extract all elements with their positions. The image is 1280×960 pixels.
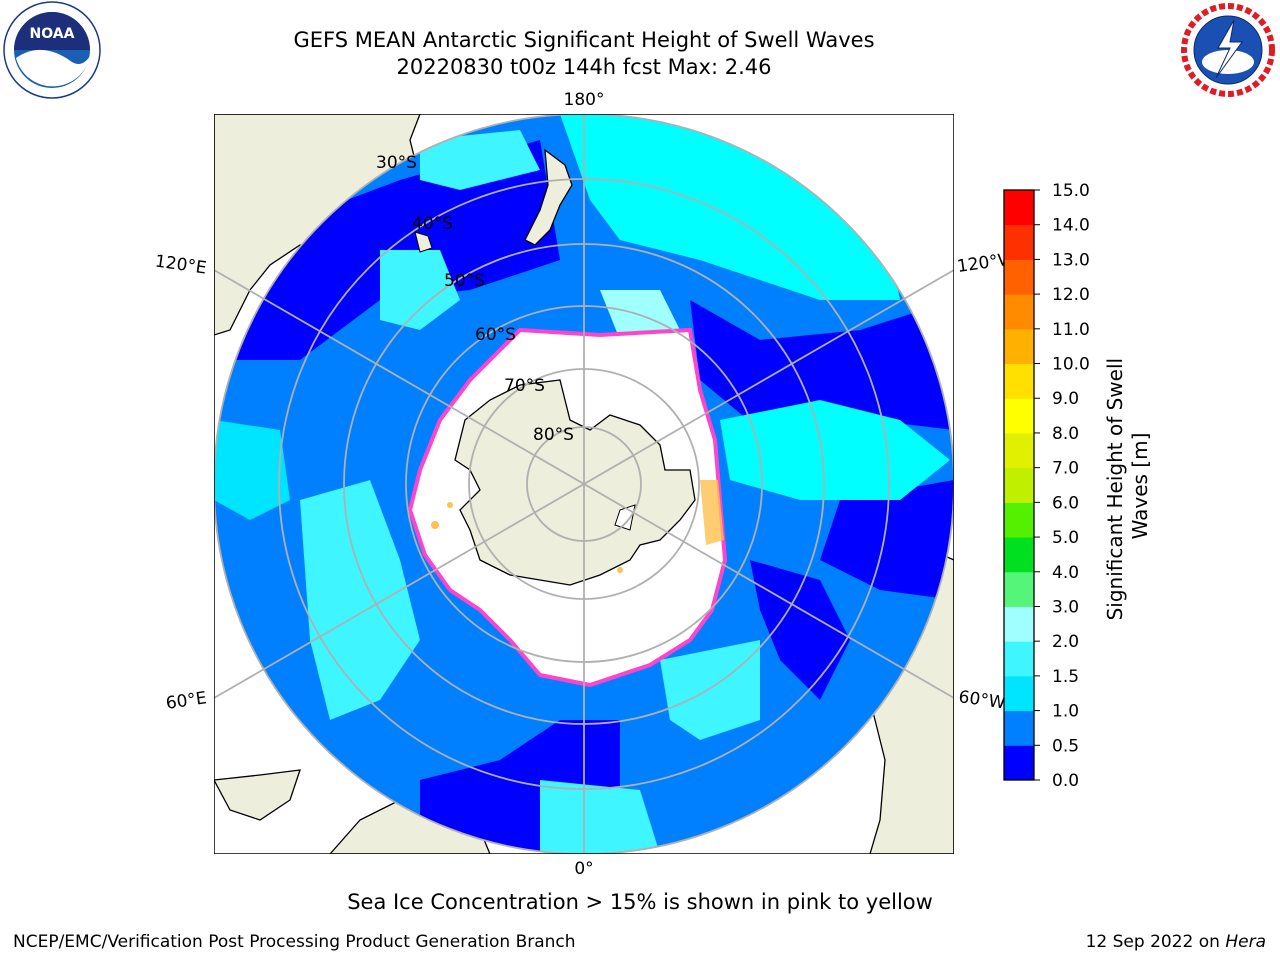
colorbar-tick-label: 2.0 xyxy=(1052,632,1079,652)
noaa-logo-text: NOAA xyxy=(30,26,75,42)
colorbar-label: Significant Height of Swell Waves [m] xyxy=(1103,352,1152,621)
colorbar-segment xyxy=(1004,467,1034,503)
lat-label-70s: 70°S xyxy=(504,376,545,396)
lon-label-120e: 120°E xyxy=(154,252,208,279)
colorbar-frame xyxy=(1003,189,1035,781)
antarctica-land xyxy=(454,379,696,586)
colorbar-segment xyxy=(1004,710,1034,746)
lon-label-0: 0° xyxy=(574,859,593,879)
footer-date: 12 Sep 2022 on Hera xyxy=(1086,932,1266,952)
colorbar-segment xyxy=(1004,641,1034,677)
colorbar-tick-label: 3.0 xyxy=(1052,597,1079,617)
colorbar-segment xyxy=(1004,675,1034,712)
nws-logo-icon xyxy=(1180,2,1276,98)
colorbar-tick-label: 12.0 xyxy=(1052,285,1090,305)
colorbar-label-line2: Waves [m] xyxy=(1128,433,1152,540)
colorbar-tick-label: 1.5 xyxy=(1052,667,1079,687)
footer-machine: Hera xyxy=(1225,932,1266,952)
colorbar-segment xyxy=(1004,606,1034,642)
footer-date-text: 12 Sep 2022 on xyxy=(1085,932,1226,952)
lon-label-60w: 60°W xyxy=(957,687,1006,713)
lat-label-60s: 60°S xyxy=(475,325,516,345)
graticule xyxy=(214,114,954,854)
colorbar-tick-label: 15.0 xyxy=(1052,181,1090,201)
colorbar-label-line1: Significant Height of Swell xyxy=(1103,358,1127,620)
sea-ice-note: Sea Ice Concentration > 15% is shown in … xyxy=(347,890,933,914)
colorbar-segment xyxy=(1004,745,1034,781)
noaa-logo-icon: NOAA xyxy=(3,1,101,99)
colorbar-segment xyxy=(1004,571,1034,607)
colorbar-segment xyxy=(1004,537,1034,573)
colorbar-tick-label: 5.0 xyxy=(1052,528,1079,548)
lat-label-40s: 40°S xyxy=(412,214,453,234)
colorbar-segment xyxy=(1004,502,1034,538)
colorbar-segment xyxy=(1004,224,1034,260)
footer-branch: NCEP/EMC/Verification Post Processing Pr… xyxy=(13,932,576,952)
new-zealand-land xyxy=(524,148,573,246)
colorbar-tick-label: 0.5 xyxy=(1052,736,1079,756)
colorbar-tick-label: 1.0 xyxy=(1052,702,1079,722)
colorbar-segment xyxy=(1004,432,1034,469)
colorbar-tick-label: 9.0 xyxy=(1052,389,1079,409)
colorbar-segment xyxy=(1004,259,1034,295)
colorbar-tick-label: 7.0 xyxy=(1052,459,1079,479)
chart-subtitle: 20220830 t00z 144h fcst Max: 2.46 xyxy=(396,55,772,79)
colorbar-segment xyxy=(1004,190,1034,226)
colorbar-tick-label: 14.0 xyxy=(1052,216,1090,236)
colorbar-tick-label: 10.0 xyxy=(1052,355,1090,375)
colorbar-tick-label: 6.0 xyxy=(1052,493,1079,513)
colorbar-tick-label: 8.0 xyxy=(1052,424,1079,444)
lon-label-180: 180° xyxy=(564,90,605,110)
colorbar-segment xyxy=(1004,328,1034,365)
lat-label-30s: 30°S xyxy=(376,153,417,173)
colorbar-tick-label: 0.0 xyxy=(1052,771,1079,791)
colorbar-tick-label: 13.0 xyxy=(1052,250,1090,270)
lat-label-80s: 80°S xyxy=(533,425,574,445)
colorbar-segment xyxy=(1004,363,1034,399)
chart-title: GEFS MEAN Antarctic Significant Height o… xyxy=(293,28,875,52)
colorbar-tick-label: 11.0 xyxy=(1052,320,1090,340)
colorbar: 0.0 0.5 1.0 1.5 2.0 3.0 4.0 5.0 6.0 7.0 8.0 9.0 10.0… xyxy=(1003,181,1090,791)
colorbar-segment xyxy=(1004,398,1034,434)
map-area xyxy=(214,114,954,854)
lon-label-60e: 60°E xyxy=(165,688,208,713)
colorbar-tick-label: 4.0 xyxy=(1052,563,1079,583)
lat-label-50s: 50°S xyxy=(444,271,485,291)
colorbar-segment xyxy=(1004,294,1034,330)
